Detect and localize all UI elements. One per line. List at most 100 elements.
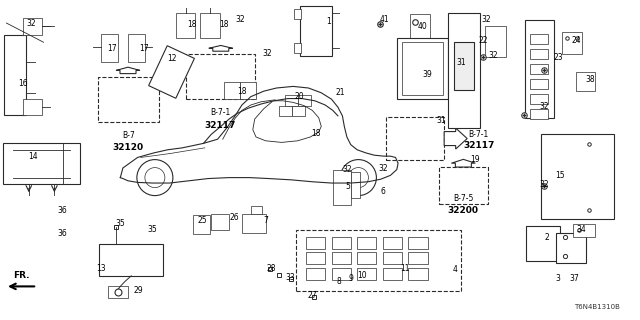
Text: 27: 27 bbox=[307, 291, 317, 300]
Bar bbox=[530, 49, 548, 59]
Bar bbox=[211, 214, 229, 230]
Bar bbox=[99, 244, 163, 276]
Text: 32120: 32120 bbox=[113, 143, 144, 152]
Text: 3: 3 bbox=[556, 274, 561, 283]
Text: 41: 41 bbox=[379, 15, 389, 24]
Text: 13: 13 bbox=[96, 264, 106, 273]
Text: 1: 1 bbox=[326, 17, 331, 26]
Bar bbox=[357, 237, 376, 249]
Text: 22: 22 bbox=[479, 36, 488, 45]
Text: 18: 18 bbox=[188, 20, 196, 28]
Bar bbox=[294, 43, 301, 53]
Text: 32: 32 bbox=[539, 180, 549, 189]
Text: 36: 36 bbox=[58, 229, 68, 238]
Text: 2: 2 bbox=[544, 233, 549, 242]
Bar bbox=[108, 286, 128, 298]
Bar bbox=[4, 35, 26, 115]
Text: 32200: 32200 bbox=[448, 206, 479, 215]
Text: 23: 23 bbox=[553, 53, 563, 62]
Text: 37: 37 bbox=[570, 274, 580, 283]
Bar bbox=[541, 134, 614, 219]
Bar bbox=[186, 54, 255, 99]
Text: 39: 39 bbox=[422, 70, 433, 79]
Bar bbox=[23, 99, 42, 115]
Text: 32: 32 bbox=[236, 15, 246, 24]
Bar bbox=[332, 252, 351, 264]
Bar bbox=[408, 268, 428, 280]
Bar bbox=[439, 167, 488, 204]
Text: 17: 17 bbox=[139, 44, 149, 52]
Text: 14: 14 bbox=[28, 152, 38, 161]
Text: 33: 33 bbox=[285, 273, 296, 282]
Bar bbox=[383, 268, 402, 280]
Text: 16: 16 bbox=[18, 79, 28, 88]
Bar bbox=[397, 38, 448, 99]
Text: 18: 18 bbox=[237, 87, 246, 96]
Text: 40: 40 bbox=[417, 22, 428, 31]
Polygon shape bbox=[444, 128, 467, 149]
Text: 7: 7 bbox=[263, 216, 268, 225]
Text: 18: 18 bbox=[220, 20, 228, 28]
Bar bbox=[332, 237, 351, 249]
Text: 36: 36 bbox=[58, 206, 68, 215]
Bar bbox=[556, 233, 586, 263]
Bar bbox=[410, 14, 430, 42]
Text: 38: 38 bbox=[585, 75, 595, 84]
Bar bbox=[448, 13, 480, 128]
Text: 35: 35 bbox=[147, 225, 157, 234]
Bar bbox=[525, 20, 554, 118]
Text: 12: 12 bbox=[167, 54, 176, 63]
Text: 32: 32 bbox=[262, 49, 273, 58]
Bar bbox=[333, 170, 351, 205]
Text: B-7-5: B-7-5 bbox=[453, 194, 474, 203]
Text: 10: 10 bbox=[357, 271, 367, 280]
Bar bbox=[285, 95, 298, 106]
Bar bbox=[306, 252, 325, 264]
Text: 29: 29 bbox=[133, 286, 143, 295]
Text: 35: 35 bbox=[115, 220, 125, 228]
Bar bbox=[279, 106, 292, 116]
Bar bbox=[306, 268, 325, 280]
Bar bbox=[530, 34, 548, 44]
Bar bbox=[300, 6, 332, 56]
Bar bbox=[526, 226, 560, 261]
Bar bbox=[351, 172, 360, 198]
Polygon shape bbox=[451, 159, 476, 167]
Bar bbox=[193, 215, 210, 234]
Bar bbox=[298, 95, 311, 106]
Bar bbox=[128, 34, 145, 62]
Bar bbox=[296, 230, 461, 291]
Text: 32: 32 bbox=[539, 102, 549, 111]
Text: 31: 31 bbox=[436, 116, 447, 125]
Bar bbox=[357, 252, 376, 264]
Bar bbox=[530, 109, 548, 119]
Bar bbox=[530, 79, 548, 89]
Bar bbox=[383, 237, 402, 249]
Text: 31: 31 bbox=[456, 58, 466, 67]
Bar bbox=[408, 237, 428, 249]
Text: 32: 32 bbox=[488, 51, 498, 60]
Bar bbox=[306, 237, 325, 249]
Text: 15: 15 bbox=[555, 171, 565, 180]
Text: T6N4B1310B: T6N4B1310B bbox=[573, 304, 620, 310]
Text: FR.: FR. bbox=[13, 271, 29, 280]
Text: 28: 28 bbox=[267, 264, 276, 273]
Text: 4: 4 bbox=[452, 265, 458, 274]
Text: 32117: 32117 bbox=[205, 121, 236, 130]
Bar bbox=[101, 34, 118, 62]
Bar bbox=[98, 77, 159, 122]
Bar bbox=[576, 72, 595, 91]
Bar bbox=[530, 94, 548, 104]
Bar bbox=[251, 206, 262, 214]
Text: 32: 32 bbox=[378, 164, 388, 173]
Text: 25: 25 bbox=[197, 216, 207, 225]
Bar bbox=[294, 9, 301, 19]
Bar bbox=[454, 42, 474, 90]
Text: 32: 32 bbox=[342, 165, 353, 174]
Text: 32: 32 bbox=[26, 19, 36, 28]
Bar bbox=[242, 214, 266, 233]
Text: 8: 8 bbox=[337, 277, 342, 286]
Text: 20: 20 bbox=[294, 92, 305, 101]
Bar bbox=[3, 143, 80, 184]
Text: 6: 6 bbox=[380, 188, 385, 196]
